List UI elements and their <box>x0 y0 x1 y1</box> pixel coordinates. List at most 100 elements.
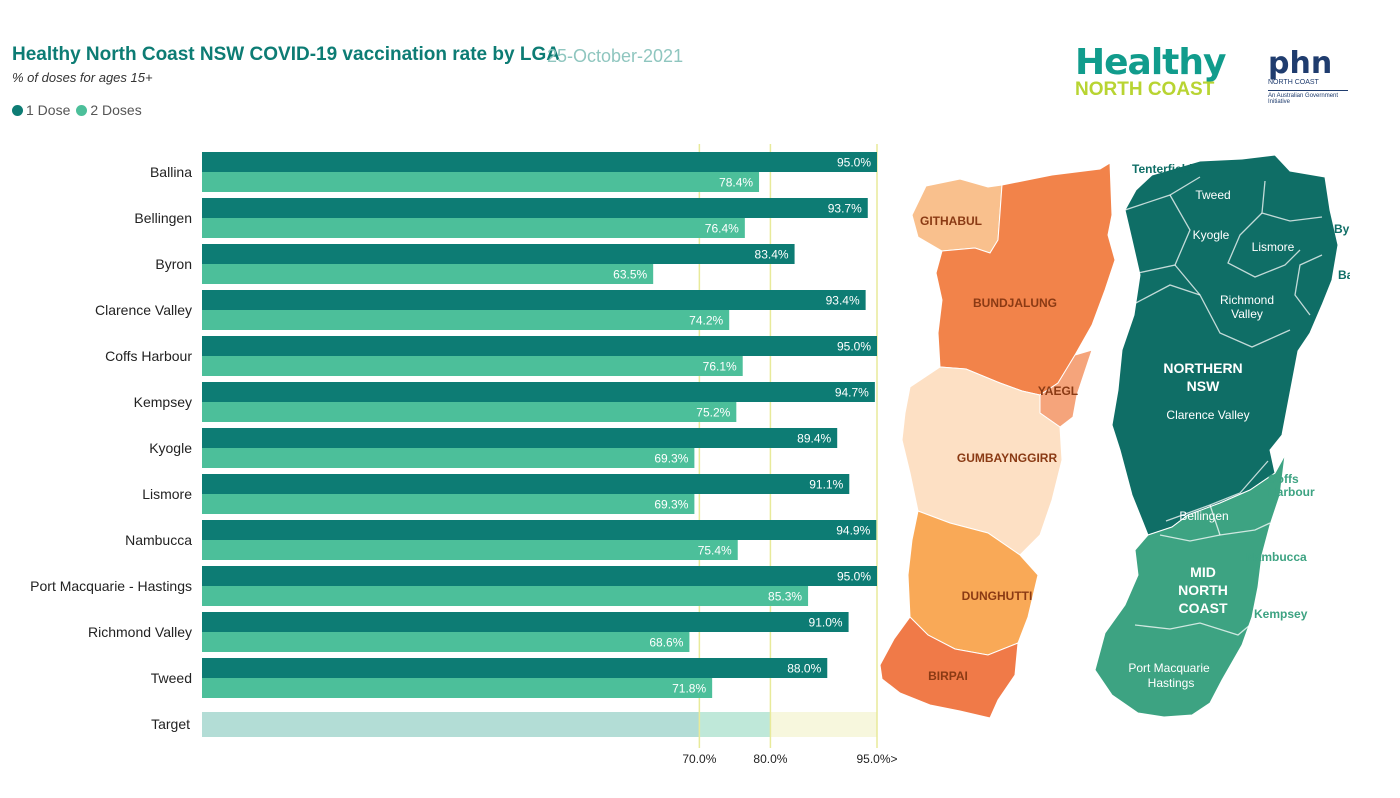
bar-2-doses-coffs-harbour <box>202 356 743 376</box>
lga-label-nambucca: Nambucca <box>1246 550 1307 564</box>
data-label-1-dose-coffs-harbour: 95.0% <box>837 340 871 354</box>
bar-1-dose-port-macquarie-hastings <box>202 566 877 586</box>
legend: 1 Dose 2 Doses <box>12 102 142 118</box>
bar-1-dose-coffs-harbour <box>202 336 877 356</box>
data-label-2-doses-nambucca: 75.4% <box>698 544 732 558</box>
bar-1-dose-nambucca <box>202 520 877 540</box>
lga-border-kempsey <box>1134 622 1251 636</box>
bar-1-dose-byron <box>202 244 795 264</box>
bar-2-doses-byron <box>202 264 654 284</box>
logo-healthy-text: Healthy <box>1075 42 1226 83</box>
report-date: 25-October-2021 <box>547 46 684 66</box>
bar-1-dose-clarence-valley <box>202 290 866 310</box>
lga-label-ballina: Ballina <box>1338 268 1350 282</box>
bar-2-doses-ballina <box>202 172 760 192</box>
bar-2-doses-richmond-valley <box>202 632 690 652</box>
phn-logo: phn NORTH COAST An Australian Government… <box>1268 49 1348 105</box>
category-label-nambucca: Nambucca <box>125 532 192 548</box>
category-label-lismore: Lismore <box>142 486 192 502</box>
lga-label-harbour: Harbour <box>1268 485 1315 499</box>
logo-north-coast-text: NORTH COAST <box>1075 79 1215 100</box>
lga-label-clarence-valley: Clarence Valley <box>1166 408 1249 422</box>
bar-2-doses-clarence-valley <box>202 310 730 330</box>
lga-borders <box>1124 176 1323 636</box>
regions-map <box>1094 155 1339 718</box>
chart-title: Healthy North Coast NSW COVID-19 vaccina… <box>12 44 560 65</box>
bar-1-dose-richmond-valley <box>202 612 849 632</box>
data-label-2-doses-clarence-valley: 74.2% <box>689 314 723 328</box>
data-label-1-dose-byron: 83.4% <box>755 248 789 262</box>
data-label-1-dose-kyogle: 89.4% <box>797 432 831 446</box>
lga-label-tweed: Tweed <box>1195 188 1230 202</box>
category-label-byron: Byron <box>155 256 192 272</box>
bar-1-dose-lismore <box>202 474 850 494</box>
category-label-bellingen: Bellingen <box>134 210 192 226</box>
category-label-tweed: Tweed <box>151 670 192 686</box>
legend-item-1-dose: 1 Dose <box>12 102 70 118</box>
category-label-kempsey: Kempsey <box>134 394 192 410</box>
map-northern-nsw <box>1111 155 1339 536</box>
lga-label-coffs: Coffs <box>1268 472 1299 486</box>
lga-label-kyogle: Kyogle <box>1193 228 1230 242</box>
legend-label-1-dose: 1 Dose <box>26 102 71 118</box>
legend-item-2-doses: 2 Doses <box>76 102 142 118</box>
phn-logo-tagline: An Australian Government Initiative <box>1268 90 1348 105</box>
phn-logo-sub: NORTH COAST <box>1268 79 1319 86</box>
x-tick-label-80: 80.0% <box>753 752 787 766</box>
data-label-1-dose-richmond-valley: 91.0% <box>809 616 843 630</box>
x-tick-label-95: 95.0%> <box>856 752 897 766</box>
lga-label-richmond: Richmond <box>1220 293 1274 307</box>
bar-2-doses-nambucca <box>202 540 738 560</box>
bar-2-doses-kempsey <box>202 402 737 422</box>
bar-1-dose-kempsey <box>202 382 875 402</box>
category-label-richmond-valley: Richmond Valley <box>88 624 192 640</box>
lga-border-clarence-south <box>1165 460 1269 522</box>
lga-label-kempsey: Kempsey <box>1254 607 1308 621</box>
nation-label-githabul: GITHABUL <box>920 214 982 228</box>
bar-2-doses-port-macquarie-hastings <box>202 586 809 606</box>
lga-label-hastings: Hastings <box>1148 676 1195 690</box>
nation-label-gumbaynggirr: GUMBAYNGGIRR <box>957 451 1058 465</box>
region-label-nsw-1: NSW <box>1187 378 1220 394</box>
lga-border-lismore <box>1227 212 1301 278</box>
bar-2-doses-kyogle <box>202 448 695 468</box>
lga-label-byron: Byron <box>1334 222 1350 236</box>
lga-border-nambucca <box>1209 504 1221 536</box>
data-label-2-doses-richmond-valley: 68.6% <box>649 636 683 650</box>
lga-border-ballina <box>1294 254 1323 316</box>
x-tick-label-70: 70.0% <box>682 752 716 766</box>
chart-subtitle: % of doses for ages 15+ <box>12 70 153 85</box>
map-labels: GITHABUL BUNDJALUNG YAEGL GUMBAYNGGIRR DUNGH… <box>920 162 1350 690</box>
lga-label-tenterfield: Tenterfield <box>1132 162 1192 176</box>
data-label-1-dose-bellingen: 93.7% <box>828 202 862 216</box>
target-label: Target <box>151 716 190 732</box>
lga-label-bellingen: Bellingen <box>1179 509 1228 523</box>
nations-map <box>879 162 1116 719</box>
region-label-mid-2: MID <box>1190 564 1216 580</box>
lga-border-richmond-valley <box>1174 264 1291 348</box>
vaccination-bar-chart: Target 70.0% 80.0% 95.0%> Ballina 95.0% 78.4% B… <box>30 144 898 766</box>
data-label-2-doses-coffs-harbour: 76.1% <box>703 360 737 374</box>
map-region-gumbaynggirr <box>901 366 1063 556</box>
bar-1-dose-kyogle <box>202 428 838 448</box>
nation-label-yaegl: YAEGL <box>1038 384 1078 398</box>
category-label-clarence-valley: Clarence Valley <box>95 302 192 318</box>
lga-border-tweed <box>1261 180 1323 222</box>
data-label-2-doses-kyogle: 69.3% <box>654 452 688 466</box>
legend-label-2-doses: 2 Doses <box>90 102 142 118</box>
legend-dot-1-dose <box>12 104 23 116</box>
nation-label-birpai: BIRPAI <box>928 669 968 683</box>
data-label-2-doses-lismore: 69.3% <box>654 498 688 512</box>
target-band-70-80 <box>699 712 771 737</box>
data-label-2-doses-tweed: 71.8% <box>672 682 706 696</box>
nation-label-dunghutti: DUNGHUTTI <box>962 589 1033 603</box>
category-label-port-macquarie-hastings: Port Macquarie - Hastings <box>30 578 192 594</box>
target-band-below-70 <box>202 712 700 737</box>
data-label-1-dose-port-macquarie-hastings: 95.0% <box>837 570 871 584</box>
data-label-1-dose-nambucca: 94.9% <box>836 524 870 538</box>
data-label-2-doses-kempsey: 75.2% <box>696 406 730 420</box>
region-label-coast-4: COAST <box>1179 600 1228 616</box>
region-label-northern-0: NORTHERN <box>1163 360 1242 376</box>
data-label-2-doses-byron: 63.5% <box>613 268 647 282</box>
data-label-1-dose-ballina: 95.0% <box>837 156 871 170</box>
